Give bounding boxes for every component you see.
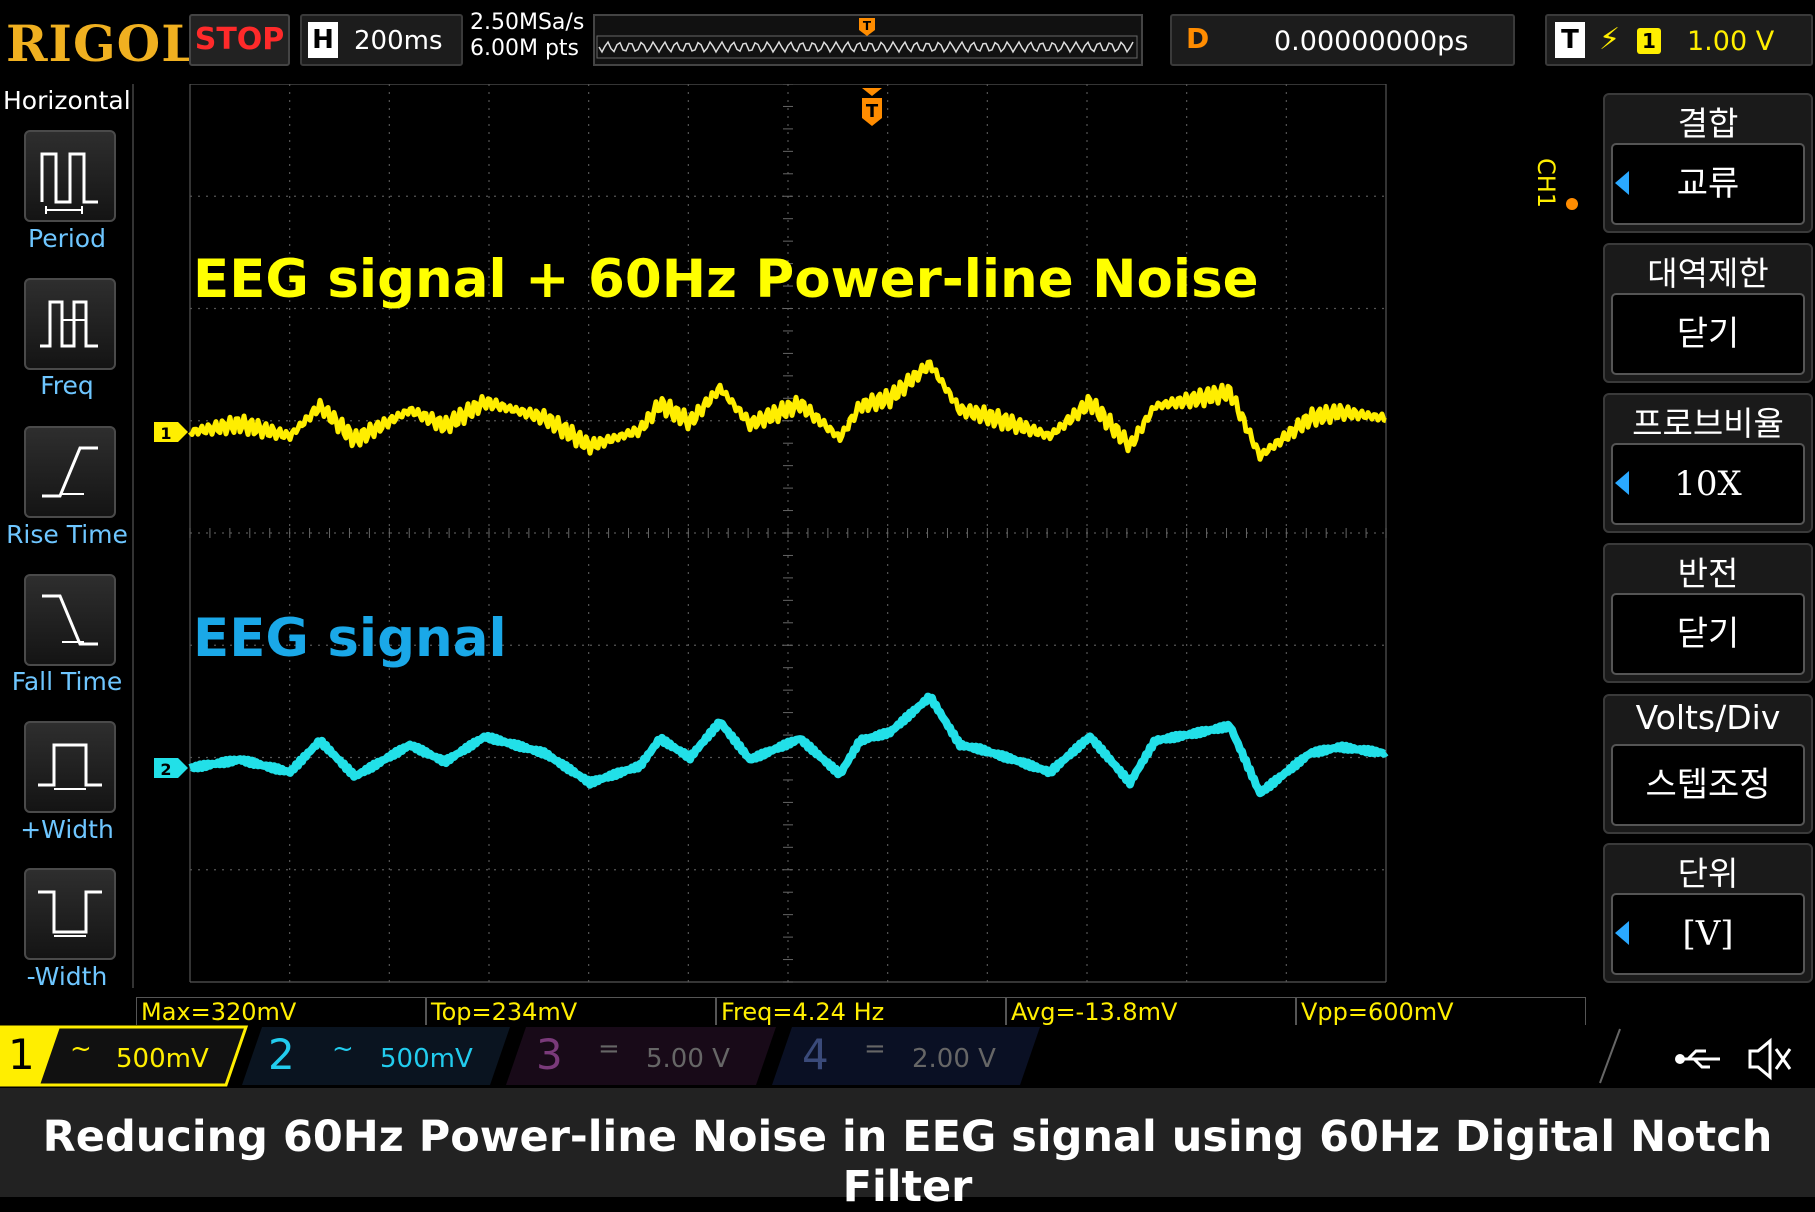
measurement-vpp: Vpp=600mV [1296,997,1586,1026]
ch1-number[interactable]: 1 [8,1030,35,1079]
acquisition-info: 2.50MSa/s 6.00M pts [470,10,584,62]
measurement-top: Top=234mV [426,997,716,1026]
fall-time-button[interactable] [24,574,116,666]
mute-icon [1748,1037,1792,1081]
invert-title: 반전 [1677,554,1739,593]
status-icons [1599,1028,1792,1084]
ch1-marker-label: 1 [160,424,171,443]
annotation-noisy-signal: EEG signal + 60Hz Power-line Noise [193,249,1259,310]
run-stop-indicator[interactable]: STOP [189,14,290,66]
plus-width-button[interactable] [24,721,116,813]
rise-time-label: Rise Time [6,520,128,549]
coupling-softkey[interactable]: 결합 교류 [1603,93,1813,233]
trigger-source-badge: 1 [1637,28,1661,54]
coupling-arrow-icon [1615,171,1629,195]
probe-ratio-softkey[interactable]: 프로브비율 10X [1603,393,1813,533]
volts-div-softkey[interactable]: Volts/Div 스텝조정 [1603,694,1813,834]
ch2-offset-marker[interactable]: 2 [154,758,188,779]
timebase-box[interactable]: H 200ms [300,14,463,66]
channel-tabs-shapes [0,1025,1040,1087]
bandwidth-limit-value: 닫기 [1611,293,1805,375]
ch1-trace [188,359,1387,462]
figure-caption: Reducing 60Hz Power-line Noise in EEG si… [42,1112,1773,1212]
coupling-title: 결합 [1677,104,1739,143]
period-icon [40,152,98,214]
ch3-scale[interactable]: 5.00 V [646,1044,730,1074]
invert-softkey[interactable]: 반전 닫기 [1603,543,1813,683]
volts-div-value: 스텝조정 [1611,744,1805,826]
unit-softkey[interactable]: 단위 [V] [1603,843,1813,983]
trigger-box[interactable]: T ⚡ 1 1.00 V [1545,14,1813,66]
ch3-coupling-icon: = [598,1034,620,1064]
minus-width-button[interactable] [24,868,116,960]
memory-waveform-preview: T [596,18,1138,59]
ch2-number[interactable]: 2 [268,1030,295,1079]
unit-arrow-icon [1615,921,1629,945]
trigger-label: T [1555,22,1585,58]
memory-depth: 6.00M pts [470,36,580,61]
waveform-display[interactable]: T 1 2 [136,84,1586,988]
right-menu-channel-tag: CH1 [1532,158,1560,209]
trigger-marker-label: T [866,101,879,122]
ch4-coupling-icon: = [864,1034,886,1064]
period-label: Period [28,224,106,253]
ch2-marker-label: 2 [160,760,171,779]
trigger-position-marker[interactable]: T [862,88,882,126]
memory-trigger-icon: T [859,18,875,36]
probe-ratio-value: 10X [1611,443,1805,525]
rising-edge-icon: ⚡ [1599,22,1621,57]
ch1-coupling-icon: ~ [70,1034,92,1064]
fall-time-label: Fall Time [11,667,123,696]
annotation-clean-signal: EEG signal [193,608,507,669]
freq-label: Freq [40,371,94,400]
delay-box[interactable]: D 0.00000000ps [1170,14,1515,66]
rise-time-button[interactable] [24,426,116,518]
trigger-level: 1.00 V [1687,26,1775,57]
caption-band [0,1088,1815,1197]
horizontal-label: H [308,22,338,58]
delay-value: 0.00000000ps [1274,26,1469,57]
volts-div-title: Volts/Div [1635,698,1781,737]
coupling-value: 교류 [1611,143,1805,225]
invert-value: 닫기 [1611,593,1805,675]
minus-width-label: -Width [26,962,108,991]
ch4-scale[interactable]: 2.00 V [912,1044,996,1074]
measurement-max: Max=320mV [136,997,426,1026]
probe-ratio-title: 프로브비율 [1632,404,1784,443]
ch2-trace [188,692,1389,798]
fall-time-icon [42,594,98,646]
bandwidth-limit-title: 대역제한 [1647,254,1769,293]
ch2-coupling-icon: ~ [332,1034,354,1064]
measurement-avg: Avg=-13.8mV [1006,997,1296,1026]
sample-rate: 2.50MSa/s [470,10,585,35]
freq-button[interactable] [24,278,116,370]
unit-value: [V] [1611,893,1805,975]
channel-indicator-dot [1566,198,1578,210]
plus-width-icon [38,743,102,790]
unit-title: 단위 [1677,854,1739,893]
left-softkey-menu [0,84,134,988]
rise-time-icon [42,446,98,498]
plus-width-label: +Width [20,815,114,844]
bandwidth-limit-softkey[interactable]: 대역제한 닫기 [1603,243,1813,383]
graticule [189,84,1387,983]
svg-text:T: T [863,19,872,33]
delay-label: D [1186,22,1210,55]
ch1-offset-marker[interactable]: 1 [154,422,188,443]
probe-ratio-arrow-icon [1615,471,1629,495]
period-button[interactable] [24,130,116,222]
measurement-freq: Freq=4.24 Hz [716,997,1006,1026]
freq-icon [40,300,98,348]
rigol-logo: RIGOL [6,14,198,73]
memory-overview: T [593,14,1143,66]
ch3-number[interactable]: 3 [536,1030,563,1079]
usb-icon [1675,1049,1720,1069]
ch2-scale[interactable]: 500mV [380,1044,473,1074]
timebase-value: 200ms [354,26,443,56]
ch4-number[interactable]: 4 [802,1030,829,1079]
left-menu-title: Horizontal [3,86,131,115]
minus-width-icon [38,890,102,937]
ch1-scale[interactable]: 500mV [116,1044,209,1074]
